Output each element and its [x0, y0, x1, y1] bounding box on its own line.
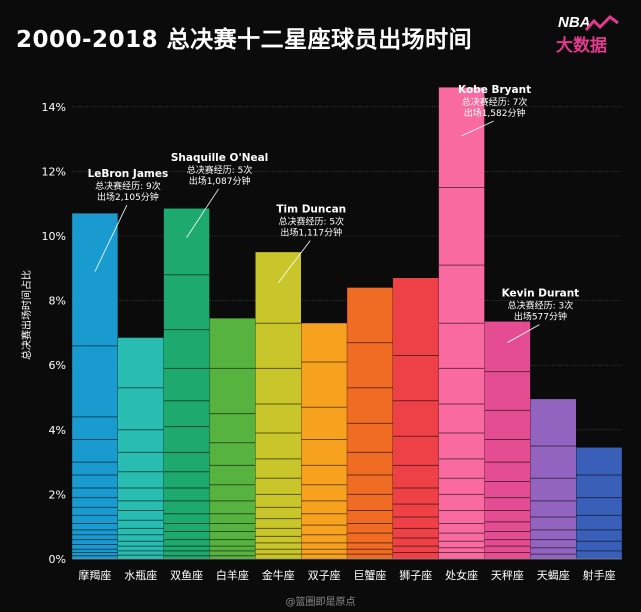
y-tick-label: 4%: [49, 424, 66, 437]
y-tick-label: 8%: [49, 295, 66, 308]
y-tick-label: 14%: [42, 101, 66, 114]
annotation-minutes: 出场1,117分钟: [280, 227, 342, 239]
x-tick-label: 狮子座: [399, 568, 432, 582]
bar: [209, 318, 256, 559]
bar: [576, 447, 622, 559]
y-tick-label: 12%: [42, 165, 66, 178]
bar: [163, 208, 210, 560]
bar: [484, 321, 531, 559]
annotation-finals-count: 总决赛经历: 3次: [508, 300, 574, 312]
logo-nba-text: NBA: [558, 14, 591, 31]
y-tick-label: 10%: [42, 230, 66, 243]
watermark: @篮圈即是原点: [285, 597, 356, 608]
annotation-finals-count: 总决赛经历: 7次: [462, 96, 528, 108]
logo-big-data-text: 大数据: [556, 36, 607, 56]
annotation-player-name: Tim Duncan: [276, 204, 346, 216]
annotation-finals-count: 总决赛经历: 5次: [278, 216, 344, 228]
annotation-minutes: 出场2,105分钟: [97, 191, 159, 203]
annotation-finals-count: 总决赛经历: 5次: [187, 164, 253, 176]
bar: [393, 277, 439, 559]
annotation-leader-line: [507, 324, 540, 343]
x-tick-label: 天蝎座: [537, 568, 570, 582]
x-tick-label: 金牛座: [262, 568, 295, 582]
x-tick-label: 天秤座: [491, 568, 524, 582]
y-tick-label: 2%: [49, 488, 66, 501]
bar: [255, 252, 301, 559]
annotation-player-name: Kobe Bryant: [458, 84, 531, 96]
annotation-player-name: Shaquille O'Neal: [171, 152, 268, 164]
chart-title: 2000-2018 总决赛十二星座球员出场时间: [16, 27, 473, 53]
y-tick-label: 0%: [49, 553, 66, 566]
annotation-minutes: 出场577分钟: [514, 311, 567, 323]
annotation-leader-line: [461, 120, 494, 137]
x-tick-label: 白羊座: [216, 568, 249, 582]
logo-wave-icon: [584, 15, 619, 31]
bar: [118, 337, 164, 559]
bar: [301, 323, 347, 559]
x-tick-label: 双鱼座: [170, 568, 203, 582]
annotation-leader-line: [94, 204, 128, 272]
x-tick-label: 摩羯座: [78, 568, 111, 582]
annotation-player-name: Kevin Durant: [502, 288, 580, 300]
x-tick-label: 射手座: [583, 568, 616, 582]
bar: [530, 399, 576, 559]
x-tick-label: 处女座: [445, 568, 478, 582]
x-tick-label: 双子座: [308, 568, 341, 582]
y-tick-label: 6%: [49, 359, 66, 372]
annotation-leader-line: [277, 240, 311, 284]
x-tick-label: 巨蟹座: [353, 568, 386, 582]
annotation-leader-line: [186, 188, 219, 238]
nba-big-data-logo: NBA 大数据: [556, 14, 622, 56]
annotation-finals-count: 总决赛经历: 9次: [95, 180, 161, 192]
annotation-player-name: LeBron James: [88, 168, 169, 180]
annotation-minutes: 出场1,582分钟: [464, 107, 526, 119]
x-tick-label: 水瓶座: [124, 568, 157, 582]
annotation-minutes: 出场1,087分钟: [189, 175, 251, 187]
y-axis-label: 总决赛出场时间占比: [20, 270, 33, 360]
